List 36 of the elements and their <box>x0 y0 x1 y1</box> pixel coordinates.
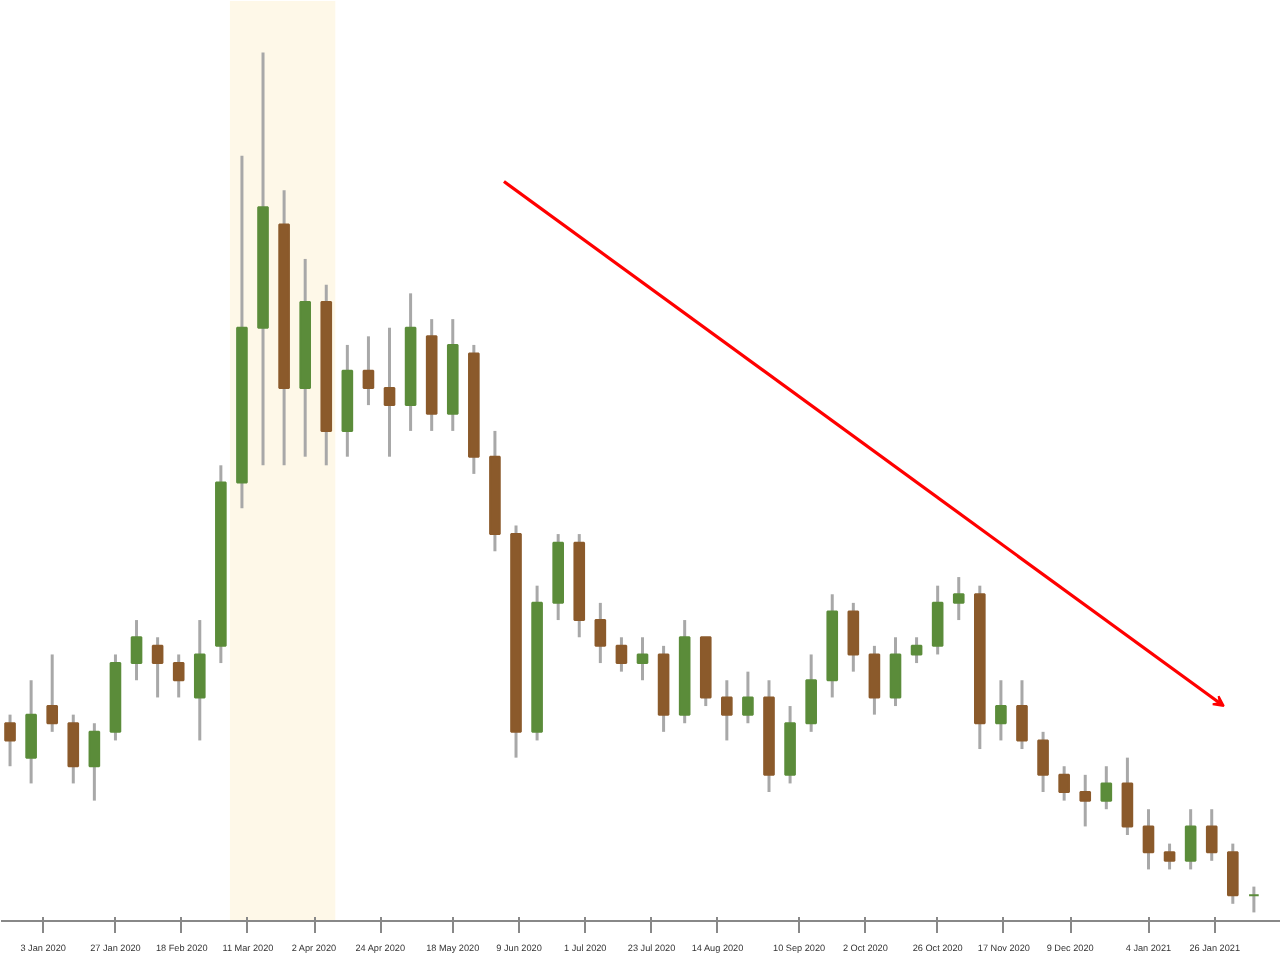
candlestick <box>1226 842 1239 906</box>
candlestick <box>742 670 754 725</box>
candlestick <box>67 713 80 785</box>
candlestick <box>889 635 902 708</box>
candlestick <box>931 584 944 656</box>
candlestick <box>636 635 649 682</box>
candlestick <box>362 334 375 407</box>
candlestick <box>1079 773 1092 828</box>
candlestick <box>383 326 396 459</box>
candlestick <box>130 618 143 682</box>
candlestick <box>594 601 607 665</box>
candlestick <box>193 618 206 742</box>
candlestick <box>88 721 101 803</box>
candlestick <box>151 635 164 699</box>
candlestick <box>995 678 1007 742</box>
candlestick <box>1058 764 1070 803</box>
candlestick <box>615 635 628 674</box>
candlestick <box>952 575 965 622</box>
candlestick <box>1163 842 1176 871</box>
candlestick <box>1142 807 1155 871</box>
candlestick <box>1248 885 1260 914</box>
candlestick <box>1016 678 1028 751</box>
candlestick <box>721 678 733 742</box>
candlestick <box>1205 807 1218 863</box>
candlestick <box>910 635 923 665</box>
candlestick <box>868 644 881 717</box>
candlestick <box>1037 730 1049 794</box>
candlestick <box>805 652 817 734</box>
candlestick <box>4 713 16 768</box>
candlestick <box>172 652 185 699</box>
candlestick <box>46 652 59 734</box>
candlestick <box>847 601 860 674</box>
candlestick <box>1100 764 1113 811</box>
candlestick <box>1121 756 1134 837</box>
candlestick <box>1184 807 1197 871</box>
candlestick <box>25 678 37 785</box>
